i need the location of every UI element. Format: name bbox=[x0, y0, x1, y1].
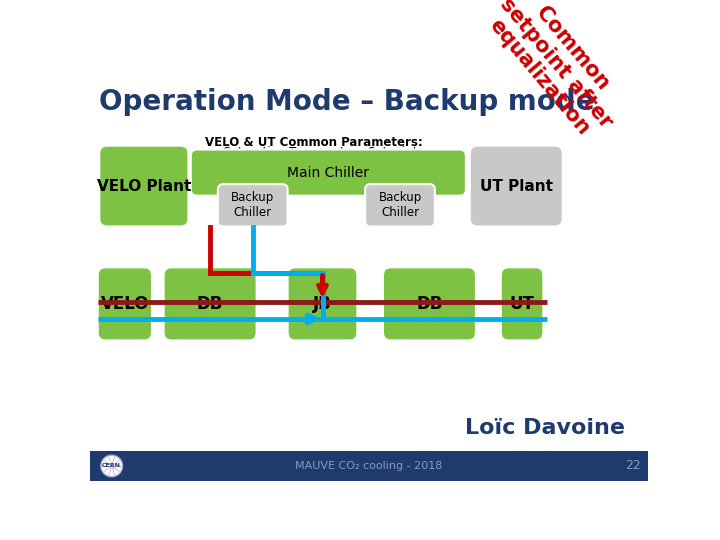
Text: Backup
Chiller: Backup Chiller bbox=[231, 191, 274, 219]
Text: DB: DB bbox=[197, 295, 223, 313]
Text: Common
setpoint after
equalization: Common setpoint after equalization bbox=[480, 0, 632, 145]
FancyBboxPatch shape bbox=[99, 146, 189, 226]
FancyBboxPatch shape bbox=[500, 267, 544, 340]
FancyBboxPatch shape bbox=[383, 267, 476, 340]
Text: 22: 22 bbox=[625, 460, 640, 472]
Text: Backup
Chiller: Backup Chiller bbox=[379, 191, 422, 219]
Text: UT Plant: UT Plant bbox=[480, 179, 553, 193]
Text: •  Minimal allowed temperature: • Minimal allowed temperature bbox=[209, 166, 397, 179]
FancyBboxPatch shape bbox=[287, 267, 357, 340]
FancyBboxPatch shape bbox=[469, 146, 563, 226]
FancyBboxPatch shape bbox=[98, 267, 152, 340]
Text: Main Chiller: Main Chiller bbox=[287, 166, 369, 180]
Bar bbox=[90, 451, 648, 481]
Text: VELO: VELO bbox=[101, 295, 149, 313]
Text: VELO Plant: VELO Plant bbox=[96, 179, 191, 193]
Text: CERN: CERN bbox=[102, 463, 121, 469]
Text: •  Setpoint speed (default: 1C/min): • Setpoint speed (default: 1C/min) bbox=[209, 157, 417, 170]
Text: MAUVE CO₂ cooling - 2018: MAUVE CO₂ cooling - 2018 bbox=[295, 461, 443, 471]
Text: Loïc Davoine: Loïc Davoine bbox=[464, 418, 625, 438]
Circle shape bbox=[101, 455, 122, 477]
Text: JB: JB bbox=[313, 295, 332, 313]
Text: •  Saturation Temperature Setpoint: • Saturation Temperature Setpoint bbox=[209, 146, 417, 159]
FancyBboxPatch shape bbox=[191, 150, 466, 195]
Text: UT: UT bbox=[510, 295, 534, 313]
FancyBboxPatch shape bbox=[218, 184, 287, 226]
FancyBboxPatch shape bbox=[365, 184, 435, 226]
FancyBboxPatch shape bbox=[163, 267, 256, 340]
Text: Operation Mode – Backup mode: Operation Mode – Backup mode bbox=[99, 88, 595, 116]
Text: DB: DB bbox=[416, 295, 443, 313]
Text: VELO & UT Common Parameters:: VELO & UT Common Parameters: bbox=[204, 136, 423, 148]
